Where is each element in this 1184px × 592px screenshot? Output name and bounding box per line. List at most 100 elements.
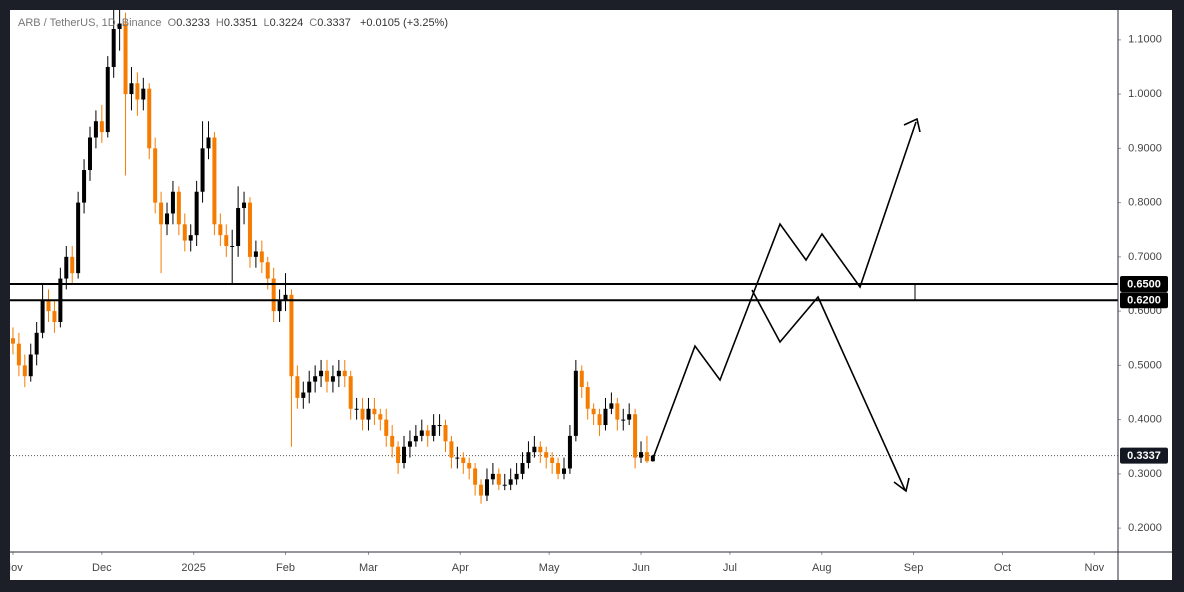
candle-body: [437, 425, 442, 427]
candle-body: [621, 419, 626, 421]
y-axis: 0.20000.30000.40000.50000.60000.70000.80…: [1118, 34, 1168, 534]
price-tag-label: 0.6200: [1127, 295, 1161, 307]
candle-body: [34, 332, 39, 355]
candle-body: [277, 300, 282, 312]
x-tick-label: Dec: [92, 562, 112, 574]
price-tag: [1120, 275, 1168, 292]
candle-body: [532, 446, 537, 453]
candle-body: [514, 473, 519, 480]
candle-body: [633, 414, 638, 458]
x-tick-label: Jun: [632, 562, 650, 574]
candle-body: [165, 213, 170, 225]
candle-body: [390, 435, 395, 447]
candle-body: [360, 408, 365, 420]
candle-body: [135, 83, 140, 100]
candle-body: [431, 425, 436, 436]
plot-area: [10, 10, 1118, 504]
candle-body: [242, 202, 247, 209]
ohlc-value: 0.3351: [223, 17, 258, 29]
candle-body: [502, 484, 507, 486]
x-tick-label: Apr: [452, 562, 469, 574]
candle-body: [550, 457, 555, 464]
candle-body: [87, 137, 92, 171]
x-tick-label: Sep: [904, 562, 924, 574]
candle-body: [324, 370, 329, 382]
y-tick-label: 0.7000: [1128, 251, 1162, 263]
candle-body: [413, 435, 418, 442]
candle-body: [313, 376, 318, 382]
candle-body: [591, 408, 596, 415]
x-axis: Nov Dec 2025 Feb Mar Apr May Jun Jul Aug Sep Oct Nov: [3, 552, 1105, 574]
candle-body: [253, 251, 258, 257]
y-tick-label: 0.8000: [1128, 197, 1162, 209]
candle-body: [301, 392, 306, 398]
candle-body: [520, 463, 525, 474]
x-tick-label: Mar: [359, 562, 378, 574]
price-tag: [1120, 292, 1168, 309]
candle-body: [508, 479, 513, 485]
candle-body: [147, 88, 152, 149]
candle-body: [467, 463, 472, 469]
candle-body: [52, 311, 57, 322]
candle-body: [10, 338, 15, 344]
candle-body: [141, 88, 146, 100]
candle-body: [123, 23, 128, 95]
candle-body: [70, 256, 75, 274]
projection-down: [751, 289, 906, 491]
candle-body: [40, 300, 45, 333]
candle-body: [597, 414, 602, 426]
candle-body: [627, 414, 632, 420]
candle-body: [212, 137, 217, 225]
candle-body: [396, 446, 401, 464]
ohlc-value: 0.3233: [176, 17, 210, 29]
candle-body: [16, 343, 21, 366]
candle-body: [473, 468, 478, 485]
y-tick-label: 0.4000: [1128, 414, 1162, 426]
candle-body: [295, 376, 300, 398]
x-tick-label: Oct: [994, 562, 1011, 574]
candle-body: [603, 408, 608, 426]
candle-body: [230, 246, 235, 248]
candle-body: [265, 262, 270, 279]
ohlc-value: 0.3224: [269, 17, 304, 29]
y-tick-label: 1.0000: [1128, 88, 1162, 100]
candle-body: [259, 251, 264, 263]
candle-body: [615, 403, 620, 420]
candle-body: [194, 191, 199, 236]
candle-body: [419, 430, 424, 436]
candle-body: [330, 376, 335, 382]
candle-body: [105, 66, 110, 133]
interval: 1D: [101, 17, 116, 29]
candle-body: [585, 387, 590, 409]
arrow-head: [903, 117, 921, 133]
candle-body: [342, 370, 347, 377]
candle-body: [562, 468, 566, 474]
candle-body: [129, 83, 134, 95]
price-tag-label: 0.6500: [1127, 278, 1161, 290]
arrow-head: [893, 477, 910, 493]
candle-body: [247, 202, 252, 257]
candle-body: [455, 457, 460, 459]
candle-body: [76, 202, 81, 274]
candle-body: [443, 425, 448, 442]
x-tick-label: Nov: [3, 562, 23, 574]
candle-body: [319, 370, 324, 377]
candle-body: [22, 365, 27, 377]
candle-body: [461, 457, 466, 464]
change: +0.0105 (+3.25%): [359, 17, 449, 29]
candle-body: [538, 446, 543, 453]
ohlc-key: O: [167, 17, 177, 29]
candle-body: [82, 170, 87, 203]
y-tick-label: 0.3000: [1128, 468, 1162, 480]
x-tick-label: May: [539, 562, 560, 574]
candle-body: [336, 370, 341, 377]
candle-body: [407, 441, 412, 447]
candle-body: [526, 452, 531, 464]
candle-body: [573, 370, 578, 436]
candle-body: [182, 224, 187, 241]
x-tick-label: Aug: [812, 562, 832, 574]
candle-body: [609, 403, 614, 409]
candle-body: [188, 235, 193, 241]
candle-body: [271, 278, 276, 312]
